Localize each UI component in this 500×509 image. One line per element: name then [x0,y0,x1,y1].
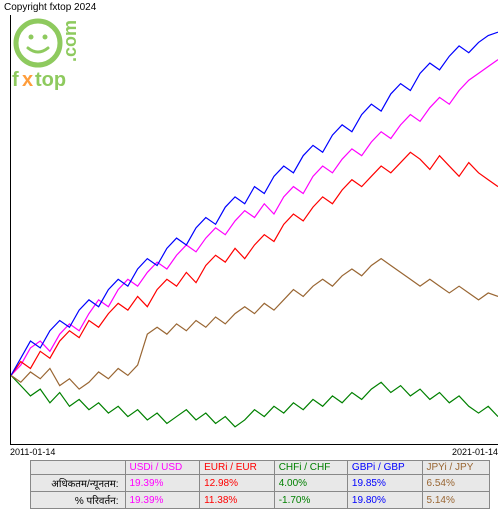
line-chart [10,15,498,445]
cell: 5.14% [422,492,489,509]
cell: 19.39% [125,475,200,492]
cell: 12.98% [200,475,275,492]
x-label-start: 2011-01-14 [10,447,55,457]
cell: 19.39% [125,492,200,509]
row-label: अधिकतम/न्यूनतम: [31,475,126,492]
cell: -1.70% [274,492,347,509]
stats-table: USDi / USD EURi / EUR CHFi / CHF GBPi / … [30,460,490,509]
cell: 6.54% [422,475,489,492]
cell: 19.85% [347,475,422,492]
col-header: CHFi / CHF [274,461,347,475]
row-label: % परिवर्तन: [31,492,126,509]
table-header-row: USDi / USD EURi / EUR CHFi / CHF GBPi / … [31,461,490,475]
cell: 4.00% [274,475,347,492]
col-header: USDi / USD [125,461,200,475]
table-row-max: अधिकतम/न्यूनतम: 19.39% 12.98% 4.00% 19.8… [31,475,490,492]
x-label-end: 2021-01-14 [452,447,498,457]
col-header: EURi / EUR [200,461,275,475]
cell: 11.38% [200,492,275,509]
col-header: GBPi / GBP [347,461,422,475]
table-row-change: % परिवर्तन: 19.39% 11.38% -1.70% 19.80% … [31,492,490,509]
cell: 19.80% [347,492,422,509]
header-empty [31,461,126,475]
col-header: JPYi / JPY [422,461,489,475]
copyright-text: Copyright fxtop 2024 [4,2,96,13]
